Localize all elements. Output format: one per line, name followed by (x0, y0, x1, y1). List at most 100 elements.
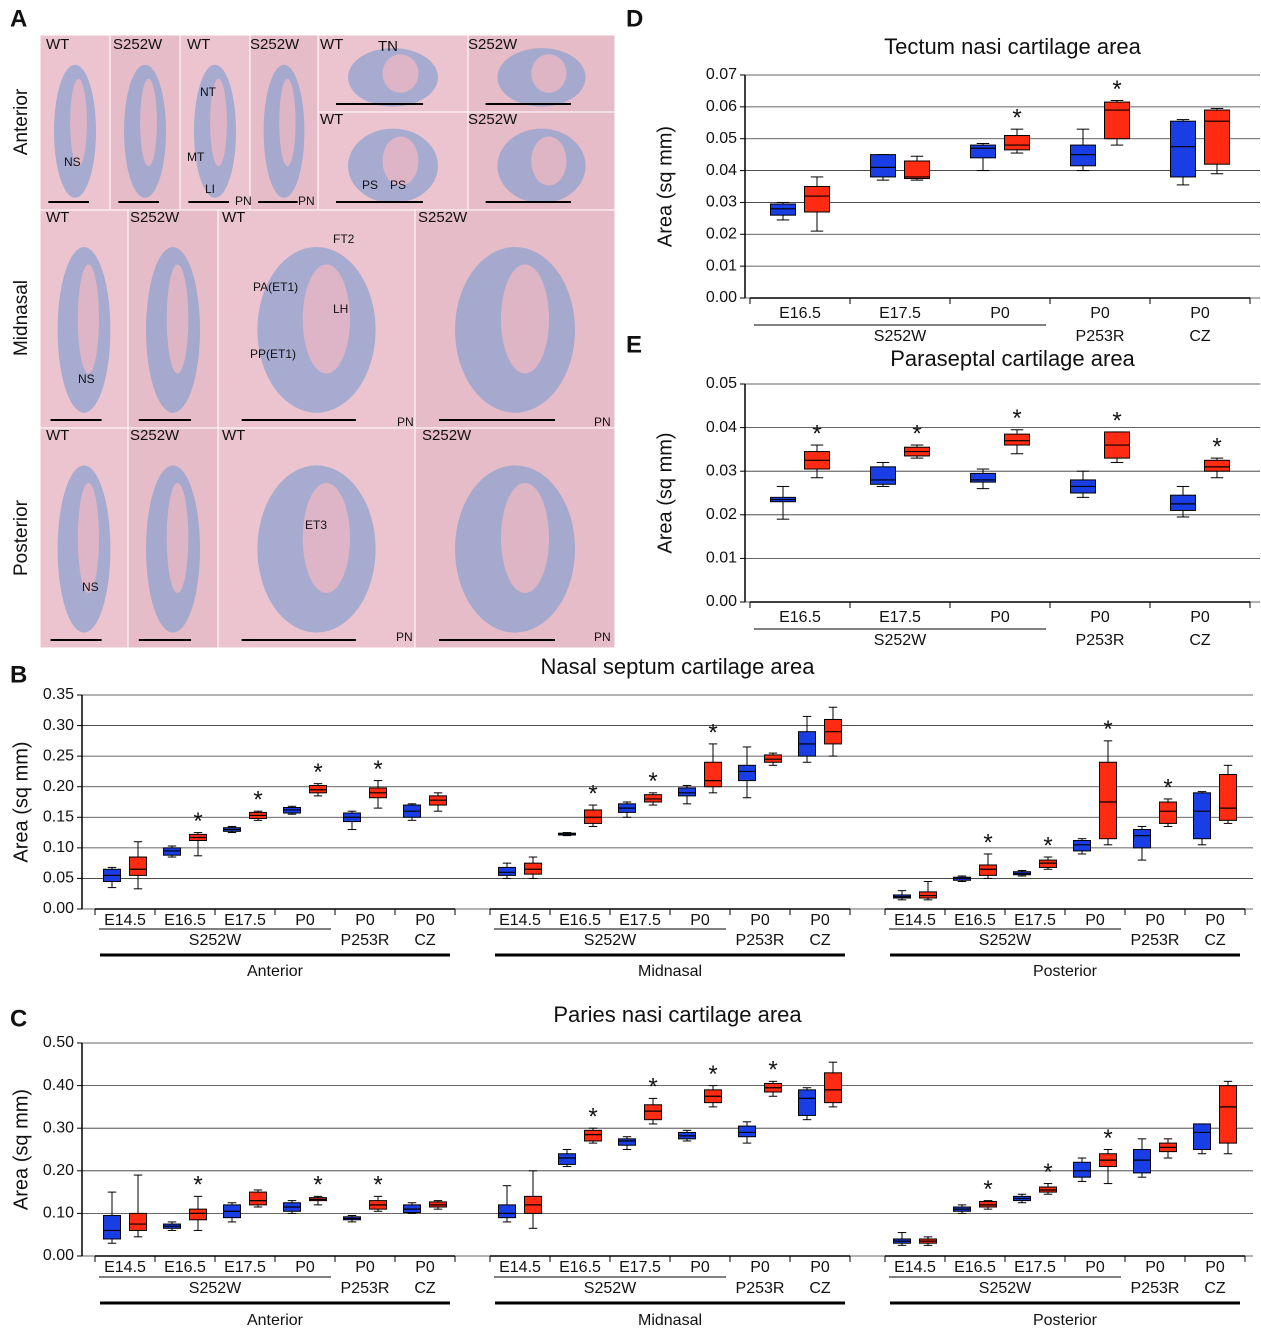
y-tick-label: 0.03 (706, 194, 737, 211)
image-label: NS (78, 372, 95, 386)
box (798, 1089, 816, 1116)
box (1104, 101, 1130, 140)
box (618, 1138, 636, 1146)
significance-star: * (1012, 405, 1021, 432)
y-tick-label: 0.04 (706, 162, 737, 179)
y-axis-label: Area (sq mm) (654, 126, 676, 247)
box (904, 160, 930, 180)
tissue-stain (70, 78, 87, 167)
x-tick-label: E14.5 (104, 912, 146, 929)
y-tick-label: 0.03 (706, 462, 737, 479)
y-tick-label: 0.00 (706, 593, 737, 610)
subgroup-label: S252W (189, 1280, 242, 1297)
y-tick-label: 0.00 (43, 1247, 74, 1264)
box (1204, 109, 1230, 165)
x-tick-label: E17.5 (224, 912, 266, 929)
y-tick-label: 0.05 (43, 870, 74, 887)
image-label: PN (594, 630, 611, 644)
x-tick-label: E14.5 (894, 1259, 936, 1276)
x-tick-label: P0 (690, 1259, 710, 1276)
y-tick-label: 0.05 (706, 130, 737, 147)
image-label: S252W (130, 209, 180, 226)
image-label: S252W (422, 427, 472, 444)
row-label: Anterior (11, 88, 32, 155)
image-label: WT (320, 111, 343, 128)
subgroup-label: S252W (584, 932, 637, 949)
x-tick-label: P0 (355, 912, 375, 929)
y-axis-label: Area (sq mm) (10, 741, 32, 862)
box (870, 154, 896, 178)
significance-star: * (313, 1172, 322, 1199)
box (1039, 859, 1057, 868)
image-label: PN (298, 194, 315, 208)
significance-star: * (1103, 1125, 1112, 1152)
significance-star: * (912, 420, 921, 447)
chart-title: Paries nasi cartilage area (553, 1002, 802, 1027)
box (584, 1129, 602, 1142)
x-tick-label: P0 (750, 1259, 770, 1276)
x-tick-label: P0 (1090, 609, 1110, 626)
box (1193, 1123, 1211, 1150)
x-tick-label: P0 (1085, 1259, 1105, 1276)
significance-star: * (588, 1104, 597, 1131)
tissue-stain (140, 78, 157, 167)
box (1073, 840, 1091, 852)
box (1193, 792, 1211, 840)
image-label: WT (320, 36, 343, 53)
image-label: MT (187, 150, 205, 164)
box (1219, 773, 1237, 821)
box (1204, 459, 1230, 472)
box (738, 764, 756, 782)
x-tick-label: E16.5 (779, 305, 821, 322)
box (129, 1212, 147, 1231)
y-tick-label: 0.20 (43, 778, 74, 795)
box (498, 866, 516, 876)
x-tick-label: E14.5 (499, 912, 541, 929)
x-tick-label: P0 (690, 912, 710, 929)
box (1133, 1149, 1151, 1174)
panel-label: E (626, 331, 642, 358)
image-label: NS (64, 155, 81, 169)
panel-label: C (10, 1005, 27, 1032)
box (1133, 829, 1151, 849)
tissue-stain (302, 264, 350, 374)
significance-star: * (983, 829, 992, 856)
x-tick-label: P0 (1190, 305, 1210, 322)
x-tick-label: E17.5 (224, 1259, 266, 1276)
x-tick-label: P0 (810, 912, 830, 929)
tissue-stain (531, 136, 567, 186)
subgroup-label: P253R (341, 1280, 390, 1297)
x-tick-label: P0 (1190, 609, 1210, 626)
x-tick-label: P0 (415, 1259, 435, 1276)
significance-star: * (1112, 76, 1121, 103)
y-tick-label: 0.00 (706, 289, 737, 306)
image-label: PN (594, 415, 611, 429)
box (584, 809, 602, 824)
x-tick-label: E16.5 (954, 1259, 996, 1276)
box (558, 1153, 576, 1165)
significance-star: * (373, 756, 382, 783)
x-tick-label: P0 (1205, 1259, 1225, 1276)
image-label: WT (222, 427, 245, 444)
box (498, 1204, 516, 1219)
box (770, 203, 796, 216)
image-label: LI (205, 182, 215, 196)
image-label: ET3 (305, 518, 327, 532)
x-tick-label: P0 (750, 912, 770, 929)
image-label: NT (200, 85, 217, 99)
x-tick-label: E16.5 (164, 1259, 206, 1276)
significance-star: * (983, 1176, 992, 1203)
image-label: S252W (468, 111, 518, 128)
y-axis-label: Area (sq mm) (654, 432, 676, 553)
subgroup-label: CZ (1204, 1280, 1226, 1297)
subgroup-label: CZ (1189, 328, 1211, 345)
significance-star: * (193, 808, 202, 835)
y-tick-label: 0.50 (43, 1034, 74, 1051)
y-tick-label: 0.00 (43, 900, 74, 917)
box (970, 472, 996, 483)
image-label: WT (46, 36, 69, 53)
image-label: TN (378, 38, 398, 55)
y-tick-label: 0.07 (706, 66, 737, 83)
y-tick-label: 0.10 (43, 1205, 74, 1222)
significance-star: * (768, 1057, 777, 1084)
